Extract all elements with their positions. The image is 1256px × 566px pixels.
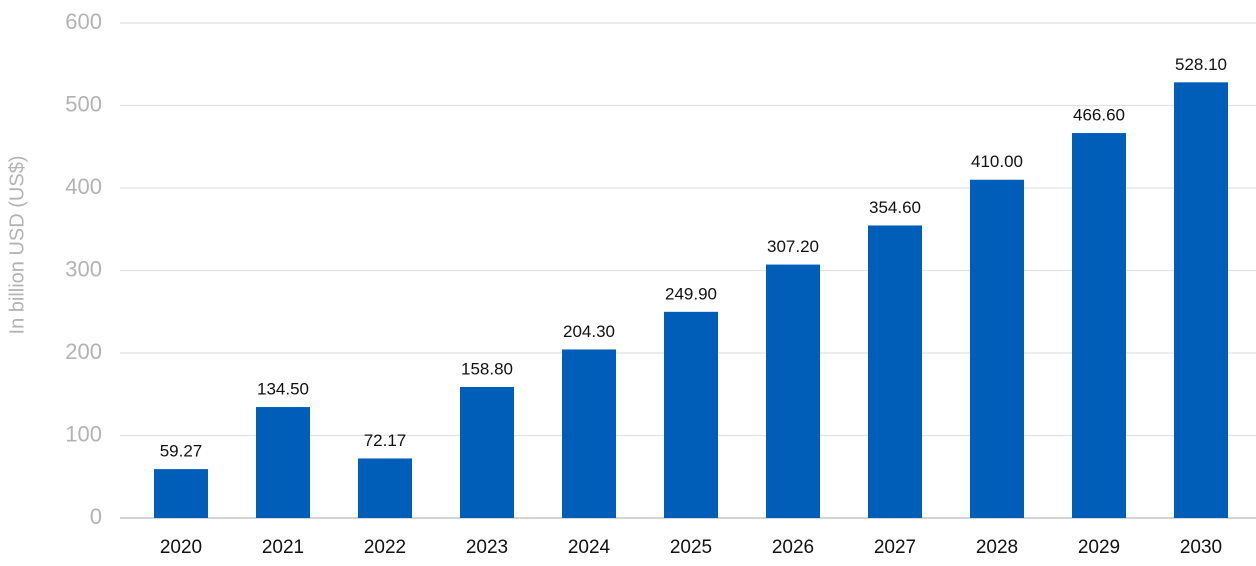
x-tick-label: 2030 xyxy=(1180,537,1222,558)
bar xyxy=(1072,133,1126,518)
value-label: 307.20 xyxy=(767,237,819,256)
y-tick-label: 200 xyxy=(65,339,102,364)
y-tick-label: 300 xyxy=(65,256,102,281)
x-tick-label: 2021 xyxy=(262,537,304,558)
x-tick-label: 2020 xyxy=(160,537,202,558)
bar xyxy=(868,225,922,518)
x-tick-label: 2029 xyxy=(1078,537,1120,558)
x-tick-label: 2024 xyxy=(568,537,611,558)
y-tick-label: 100 xyxy=(65,421,102,446)
bar xyxy=(664,311,718,518)
value-label: 354.60 xyxy=(869,198,921,217)
value-label: 134.50 xyxy=(257,380,309,399)
x-tick-label: 2023 xyxy=(466,537,508,558)
x-tick-label: 2028 xyxy=(976,537,1018,558)
value-label: 204.30 xyxy=(563,322,615,341)
bar xyxy=(460,386,514,518)
bar xyxy=(154,469,208,518)
bar xyxy=(970,179,1024,518)
x-tick-label: 2025 xyxy=(670,537,712,558)
bar xyxy=(1174,82,1228,518)
y-axis-title: In billion USD (US$) xyxy=(6,156,28,335)
bar xyxy=(766,264,820,518)
value-label: 158.80 xyxy=(461,359,513,378)
bar xyxy=(358,458,412,518)
value-label: 528.10 xyxy=(1175,55,1227,74)
x-tick-label: 2026 xyxy=(772,537,814,558)
value-label: 59.27 xyxy=(160,442,203,461)
y-tick-label: 500 xyxy=(65,91,102,116)
value-label: 72.17 xyxy=(364,431,407,450)
y-tick-label: 400 xyxy=(65,174,102,199)
value-label: 249.90 xyxy=(665,284,717,303)
value-label: 466.60 xyxy=(1073,106,1125,125)
x-tick-label: 2022 xyxy=(364,537,406,558)
x-tick-label: 2027 xyxy=(874,537,916,558)
bar xyxy=(256,407,310,518)
y-tick-label: 600 xyxy=(65,9,102,34)
bar xyxy=(562,349,616,518)
value-label: 410.00 xyxy=(971,152,1023,171)
y-tick-label: 0 xyxy=(90,504,102,529)
